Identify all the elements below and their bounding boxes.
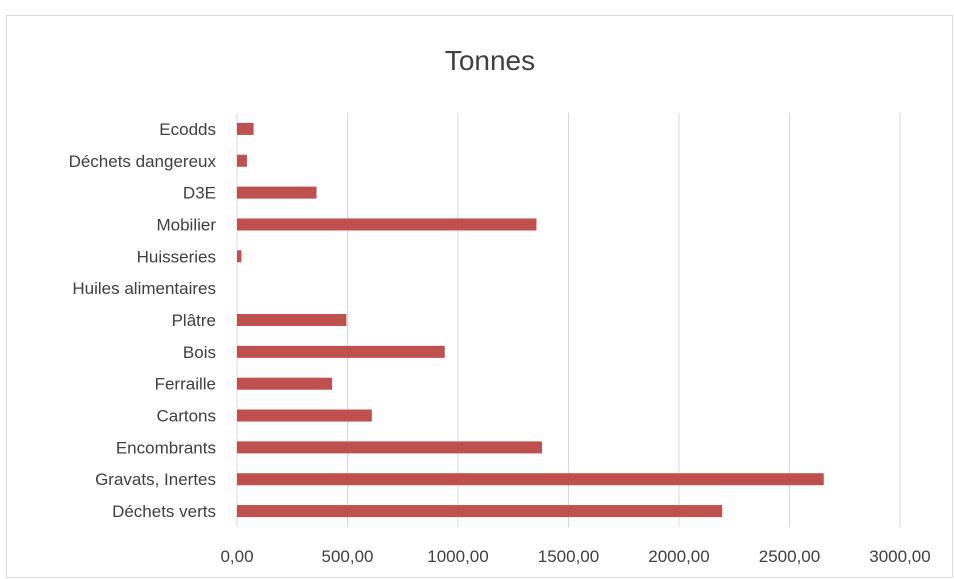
x-tick-label: 500,00 — [322, 547, 374, 566]
category-label: Bois — [183, 343, 216, 362]
bar — [237, 505, 723, 518]
category-label: Gravats, Inertes — [95, 470, 216, 489]
bar — [237, 441, 542, 454]
x-tick-label: 1000,00 — [427, 547, 488, 566]
x-tick-label: 3000,00 — [869, 547, 930, 566]
bar — [237, 218, 537, 231]
category-label: Cartons — [156, 407, 216, 426]
category-label: Mobilier — [156, 215, 216, 234]
category-label: Huiles alimentaires — [72, 279, 216, 298]
category-label: Ecodds — [159, 120, 216, 139]
x-tick-label: 2000,00 — [648, 547, 709, 566]
bar — [237, 250, 242, 263]
bar — [237, 186, 317, 199]
x-tick-label: 1500,00 — [538, 547, 599, 566]
category-label: Plâtre — [172, 311, 216, 330]
category-label: Ferraille — [155, 375, 216, 394]
bar — [237, 122, 254, 135]
category-label: Déchets verts — [112, 502, 216, 521]
category-label: Encombrants — [116, 438, 216, 457]
bar — [237, 314, 347, 326]
bar — [237, 409, 372, 422]
category-label: D3E — [183, 184, 216, 203]
bar — [237, 345, 445, 358]
category-label: Huisseries — [137, 247, 216, 266]
bar — [237, 473, 824, 486]
category-label: Déchets dangereux — [69, 152, 217, 171]
chart-title: Tonnes — [445, 45, 535, 76]
bar — [237, 377, 333, 390]
bar — [237, 154, 247, 167]
x-tick-label: 0,00 — [220, 547, 253, 566]
x-tick-label: 2500,00 — [759, 547, 820, 566]
